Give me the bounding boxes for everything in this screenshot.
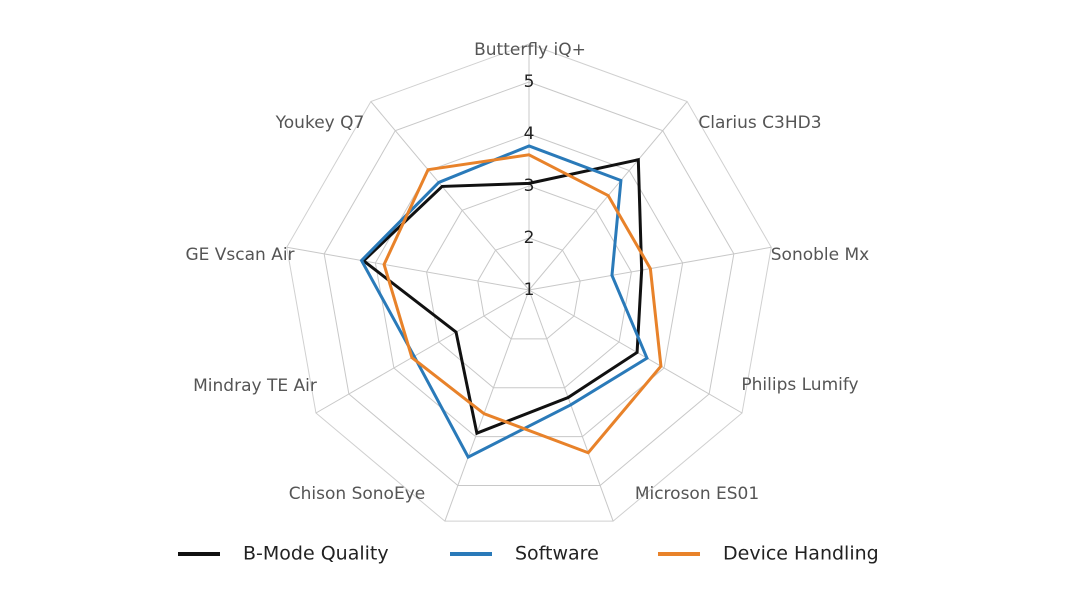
category-label: Philips Lumify — [741, 375, 858, 395]
spoke — [528, 289, 743, 414]
series-line — [359, 144, 649, 460]
r-tick-label: 3 — [524, 176, 535, 196]
category-label: Sonoble Mx — [771, 245, 869, 265]
category-label: GE Vscan Air — [185, 245, 294, 265]
spoke — [315, 289, 530, 414]
category-label: Mindray TE Air — [193, 376, 317, 396]
r-tick-label: 2 — [524, 228, 535, 248]
r-tick-label: 5 — [524, 72, 535, 92]
category-label: Butterfly iQ+ — [474, 40, 586, 60]
legend-label: Device Handling — [723, 543, 879, 565]
grid-ring — [323, 81, 735, 486]
legend-label: Software — [515, 543, 599, 565]
grid-ring — [477, 237, 581, 340]
category-label: Chison SonoEye — [289, 484, 425, 504]
category-label: Clarius C3HD3 — [698, 113, 821, 133]
category-label: Youkey Q7 — [275, 113, 365, 133]
legend-label: B-Mode Quality — [243, 543, 389, 565]
spoke — [444, 289, 530, 522]
outer-frame — [286, 43, 772, 522]
grid-ring — [374, 133, 684, 438]
spoke — [370, 101, 530, 291]
r-tick-label: 1 — [524, 280, 535, 300]
category-label: Microson ES01 — [635, 484, 759, 504]
spoke — [286, 246, 530, 291]
grid-ring — [426, 185, 632, 389]
series-line — [361, 157, 644, 436]
series-line — [382, 153, 663, 455]
r-tick-label: 4 — [524, 124, 535, 144]
